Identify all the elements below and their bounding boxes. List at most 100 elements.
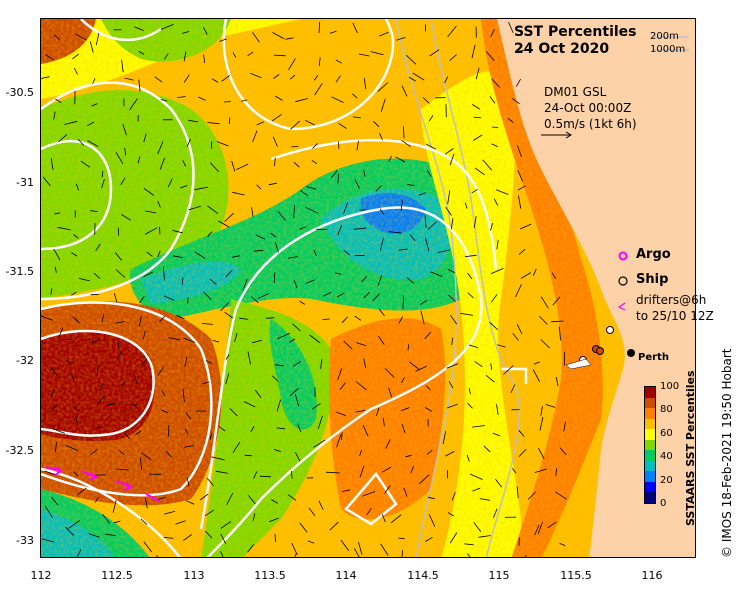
bathy-contour-200m bbox=[430, 19, 521, 557]
current-vector bbox=[64, 120, 78, 125]
current-vector bbox=[315, 228, 328, 230]
current-vector bbox=[114, 520, 121, 524]
legend-drifters-label: drifters@6h to 25/10 12Z bbox=[636, 292, 714, 324]
current-vector bbox=[225, 354, 230, 360]
current-vector bbox=[161, 390, 166, 397]
sst-map[interactable] bbox=[40, 18, 696, 558]
y-tick-label: -31.5 bbox=[5, 265, 34, 278]
current-vector bbox=[318, 57, 321, 67]
current-vector bbox=[331, 170, 338, 178]
current-vector bbox=[291, 471, 293, 479]
current-vector bbox=[146, 251, 153, 257]
current-vector bbox=[121, 59, 124, 73]
current-vector bbox=[80, 160, 91, 168]
current-vector bbox=[163, 295, 175, 301]
sst-contours bbox=[41, 19, 528, 557]
current-vector bbox=[518, 430, 525, 437]
current-vector bbox=[221, 75, 231, 82]
contour-east-diamond bbox=[344, 471, 398, 526]
current-vector bbox=[473, 116, 482, 119]
current-vector bbox=[71, 252, 78, 257]
ship-marker bbox=[606, 326, 614, 334]
current-vector bbox=[75, 416, 79, 426]
current-vector bbox=[515, 284, 522, 298]
current-vector bbox=[271, 114, 282, 122]
current-vector bbox=[138, 79, 141, 92]
contour-west-2 bbox=[41, 139, 113, 251]
current-vector bbox=[407, 344, 410, 351]
current-vector bbox=[495, 478, 503, 488]
current-vector bbox=[335, 59, 342, 64]
current-vector bbox=[202, 27, 208, 35]
current-vector bbox=[338, 122, 347, 129]
current-vector bbox=[273, 272, 276, 283]
current-vector bbox=[341, 316, 348, 324]
current-vector bbox=[236, 163, 249, 171]
current-vector bbox=[101, 314, 104, 323]
current-vector bbox=[120, 177, 126, 186]
current-vector bbox=[224, 212, 234, 222]
current-vector bbox=[361, 275, 368, 283]
current-vector bbox=[398, 537, 405, 540]
current-vector bbox=[129, 98, 138, 111]
current-vector bbox=[89, 339, 100, 344]
current-vector bbox=[160, 99, 168, 102]
colorbar-swatch bbox=[645, 429, 655, 440]
current-vector bbox=[143, 271, 153, 278]
current-vector bbox=[289, 74, 296, 80]
x-tick-label: 112 bbox=[30, 569, 52, 582]
current-vector bbox=[388, 231, 402, 234]
current-vector bbox=[496, 404, 499, 416]
current-vector bbox=[229, 408, 238, 417]
current-vector bbox=[89, 449, 98, 456]
credit-text: © IMOS 18-Feb-2021 19:50 Hobart bbox=[720, 348, 734, 558]
current-vector bbox=[300, 190, 308, 196]
scale-arrow-icon bbox=[541, 131, 572, 139]
current-vector bbox=[183, 534, 192, 541]
current-vector bbox=[313, 249, 317, 257]
current-vector bbox=[73, 234, 79, 239]
current-vector bbox=[449, 153, 455, 166]
current-vector bbox=[340, 539, 350, 551]
current-vector bbox=[352, 22, 358, 34]
current-vector bbox=[464, 202, 468, 209]
current-vector bbox=[444, 76, 449, 84]
current-vector bbox=[218, 426, 226, 432]
current-vector bbox=[71, 374, 75, 382]
current-vector bbox=[299, 300, 306, 305]
current-vector bbox=[491, 78, 500, 88]
current-vector bbox=[406, 54, 417, 65]
current-vector bbox=[137, 156, 141, 164]
current-vector bbox=[320, 359, 323, 369]
current-vector bbox=[154, 76, 163, 83]
current-vector bbox=[44, 506, 53, 518]
current-vector bbox=[274, 95, 283, 101]
current-vector bbox=[54, 442, 57, 453]
current-vector bbox=[353, 548, 360, 557]
y-tick-label: -32.5 bbox=[5, 444, 34, 457]
current-vector bbox=[253, 249, 264, 252]
current-vector bbox=[415, 365, 427, 372]
current-vector bbox=[412, 72, 425, 81]
current-vector bbox=[512, 333, 519, 341]
current-vector bbox=[290, 120, 300, 130]
current-vector bbox=[489, 96, 496, 104]
current-vector bbox=[512, 468, 517, 474]
current-vector bbox=[354, 315, 362, 321]
current-vector bbox=[50, 366, 58, 377]
current-vector bbox=[206, 477, 214, 486]
colorbar-swatch bbox=[645, 460, 655, 472]
current-vectors bbox=[41, 21, 567, 557]
current-vector bbox=[390, 514, 402, 524]
current-vector bbox=[308, 507, 316, 517]
contour-north-eddy bbox=[222, 19, 395, 131]
current-vector bbox=[293, 161, 300, 168]
current-vector bbox=[304, 119, 315, 126]
current-vector bbox=[277, 210, 286, 221]
current-vector bbox=[273, 449, 281, 452]
current-vector bbox=[471, 45, 476, 59]
current-vector bbox=[401, 140, 411, 147]
current-vector bbox=[437, 249, 450, 253]
current-vector bbox=[519, 223, 532, 230]
current-vector bbox=[380, 98, 386, 112]
